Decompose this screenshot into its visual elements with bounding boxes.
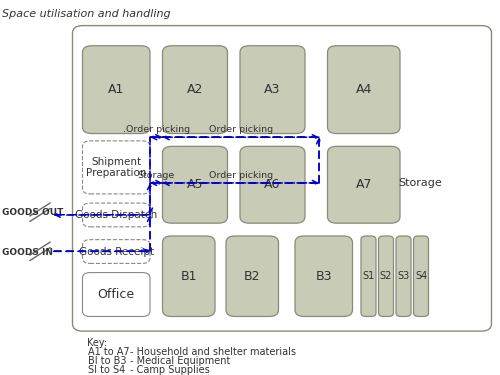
Text: B2: B2: [244, 270, 260, 283]
Text: A5: A5: [187, 178, 203, 191]
FancyBboxPatch shape: [162, 236, 215, 316]
Text: S1: S1: [362, 271, 374, 281]
Text: A6: A6: [264, 178, 280, 191]
Text: A2: A2: [187, 83, 203, 96]
FancyBboxPatch shape: [226, 236, 278, 316]
Text: GOODS OUT: GOODS OUT: [2, 209, 64, 218]
Text: - Camp Supplies: - Camp Supplies: [130, 365, 210, 375]
Text: S4: S4: [415, 271, 427, 281]
Text: Order picking: Order picking: [208, 125, 273, 134]
Text: - Household and shelter materials: - Household and shelter materials: [130, 347, 296, 357]
FancyBboxPatch shape: [414, 236, 428, 316]
Text: Goods Dispatch: Goods Dispatch: [75, 210, 158, 220]
FancyBboxPatch shape: [361, 236, 376, 316]
Text: Order picking: Order picking: [208, 171, 273, 180]
Text: Space utilisation and handling: Space utilisation and handling: [2, 9, 171, 19]
FancyBboxPatch shape: [162, 146, 228, 223]
Text: SI to S4: SI to S4: [88, 365, 125, 375]
Text: A1 to A7: A1 to A7: [88, 347, 129, 357]
Text: BI to B3: BI to B3: [88, 356, 126, 366]
Text: B1: B1: [180, 270, 197, 283]
Text: Goods Receipt: Goods Receipt: [78, 246, 154, 256]
Text: .Order picking: .Order picking: [122, 125, 190, 134]
FancyBboxPatch shape: [328, 46, 400, 134]
Text: A7: A7: [356, 178, 372, 191]
Text: GOODS IN: GOODS IN: [2, 248, 54, 257]
Text: Shipment
Preparation: Shipment Preparation: [86, 157, 146, 178]
FancyBboxPatch shape: [378, 236, 394, 316]
FancyBboxPatch shape: [295, 236, 352, 316]
Text: - Medical Equipment: - Medical Equipment: [130, 356, 230, 366]
Text: B3: B3: [316, 270, 332, 283]
Text: A1: A1: [108, 83, 124, 96]
FancyBboxPatch shape: [240, 146, 305, 223]
Text: S3: S3: [398, 271, 409, 281]
FancyBboxPatch shape: [328, 146, 400, 223]
Text: A4: A4: [356, 83, 372, 96]
Text: Office: Office: [98, 288, 135, 301]
FancyBboxPatch shape: [396, 236, 411, 316]
Text: Storage: Storage: [398, 178, 442, 188]
Text: A3: A3: [264, 83, 280, 96]
Text: Key:: Key:: [88, 338, 108, 348]
Text: Storage: Storage: [138, 171, 175, 180]
Text: S2: S2: [380, 271, 392, 281]
FancyBboxPatch shape: [240, 46, 305, 134]
FancyBboxPatch shape: [162, 46, 228, 134]
FancyBboxPatch shape: [82, 46, 150, 134]
